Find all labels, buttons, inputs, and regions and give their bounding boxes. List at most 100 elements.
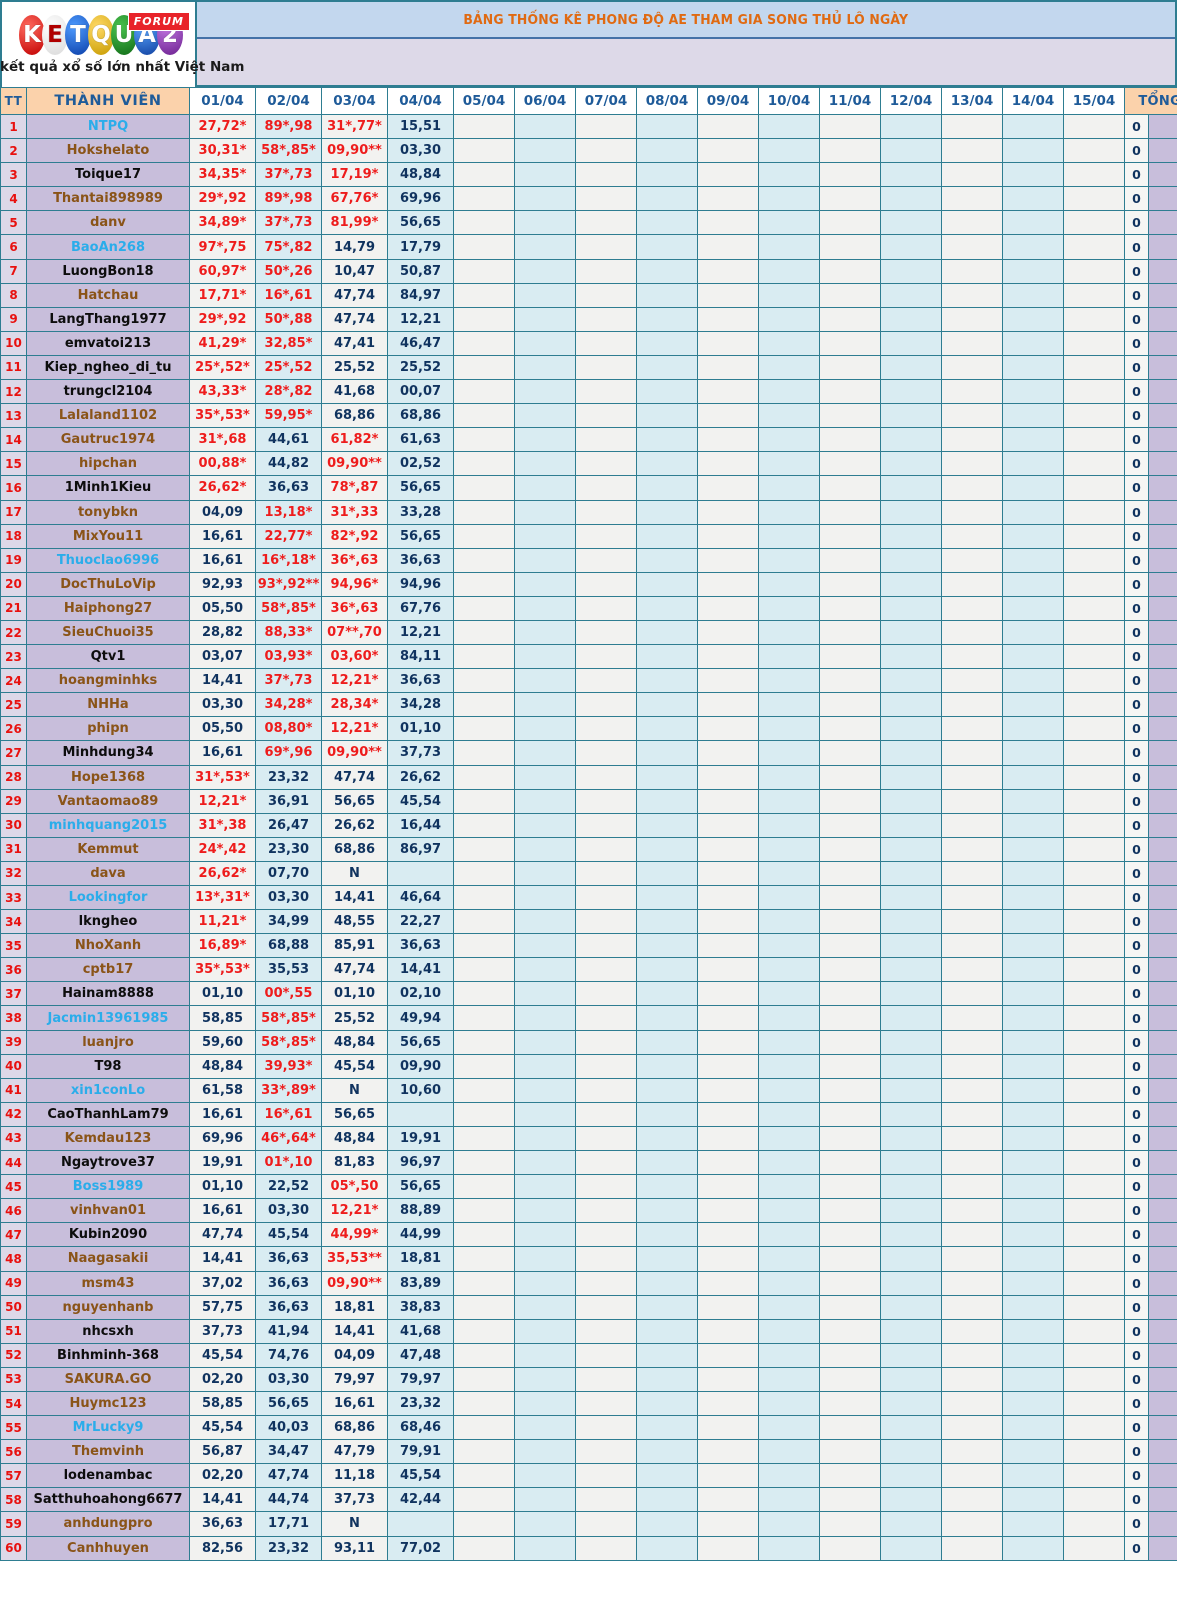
day-cell[interactable] — [1002, 764, 1064, 790]
day-cell[interactable]: 02,10 — [387, 981, 454, 1007]
header-day[interactable]: 03/04 — [321, 87, 388, 115]
day-cell[interactable] — [697, 499, 759, 525]
day-cell[interactable]: 83,89 — [387, 1270, 454, 1296]
day-cell[interactable] — [880, 716, 942, 742]
day-cell[interactable]: 69,96 — [387, 186, 454, 212]
day-cell[interactable] — [453, 1222, 515, 1248]
day-cell[interactable] — [514, 186, 576, 212]
day-cell[interactable] — [636, 1390, 698, 1417]
day-cell[interactable] — [758, 1439, 820, 1465]
day-cell[interactable] — [1063, 619, 1125, 646]
day-cell[interactable] — [514, 1270, 576, 1296]
day-cell[interactable] — [697, 1101, 759, 1127]
day-cell[interactable] — [758, 210, 820, 236]
day-cell[interactable]: 59,60 — [189, 1029, 256, 1055]
day-cell[interactable] — [941, 957, 1003, 983]
day-cell[interactable]: 37*,73 — [255, 668, 322, 694]
day-cell[interactable]: 15,51 — [387, 113, 454, 140]
day-cell[interactable] — [575, 499, 637, 525]
day-cell[interactable] — [514, 668, 576, 694]
day-cell[interactable] — [636, 1053, 698, 1079]
day-cell[interactable]: 14,41 — [321, 1318, 388, 1344]
day-cell[interactable]: 12,21 — [387, 619, 454, 646]
day-cell[interactable]: 61,63 — [387, 427, 454, 453]
day-cell[interactable] — [819, 1222, 881, 1248]
day-cell[interactable] — [941, 113, 1003, 140]
day-cell[interactable] — [941, 330, 1003, 356]
day-cell[interactable]: 81,99* — [321, 210, 388, 236]
day-cell[interactable] — [636, 451, 698, 477]
day-cell[interactable] — [941, 523, 1003, 549]
day-cell[interactable] — [1002, 306, 1064, 332]
day-cell[interactable] — [941, 571, 1003, 597]
day-cell[interactable] — [575, 884, 637, 911]
day-cell[interactable] — [636, 1222, 698, 1248]
day-cell[interactable]: 44,82 — [255, 451, 322, 477]
header-day[interactable]: 15/04 — [1063, 87, 1125, 115]
day-cell[interactable] — [575, 1342, 637, 1368]
day-cell[interactable] — [514, 1077, 576, 1103]
day-cell[interactable] — [514, 306, 576, 332]
member-name[interactable]: Themvinh — [26, 1439, 190, 1465]
day-cell[interactable] — [758, 234, 820, 260]
day-cell[interactable] — [575, 113, 637, 140]
day-cell[interactable] — [1002, 1535, 1064, 1561]
member-name[interactable]: LuongBon18 — [26, 258, 190, 284]
day-cell[interactable]: 44,99* — [321, 1222, 388, 1248]
day-cell[interactable] — [1002, 1053, 1064, 1079]
day-cell[interactable] — [819, 909, 881, 935]
day-cell[interactable] — [880, 1222, 942, 1248]
day-cell[interactable] — [514, 981, 576, 1007]
day-cell[interactable] — [387, 1511, 454, 1537]
day-cell[interactable]: 03,30 — [255, 1198, 322, 1224]
day-cell[interactable]: 97*,75 — [189, 234, 256, 260]
day-cell[interactable] — [941, 1005, 1003, 1031]
day-cell[interactable] — [758, 1198, 820, 1224]
day-cell[interactable] — [1002, 162, 1064, 188]
day-cell[interactable]: 31*,68 — [189, 427, 256, 453]
day-cell[interactable]: 23,32 — [255, 764, 322, 790]
day-cell[interactable]: 03,30 — [189, 692, 256, 718]
member-name[interactable]: tonybkn — [26, 499, 190, 525]
day-cell[interactable] — [453, 162, 515, 188]
day-cell[interactable] — [758, 1294, 820, 1320]
day-cell[interactable] — [697, 113, 759, 140]
day-cell[interactable] — [453, 1005, 515, 1031]
day-cell[interactable]: 47,74 — [321, 764, 388, 790]
day-cell[interactable]: 44,61 — [255, 427, 322, 453]
day-cell[interactable]: 39,93* — [255, 1053, 322, 1079]
day-cell[interactable] — [575, 836, 637, 862]
day-cell[interactable] — [1063, 1439, 1125, 1465]
day-cell[interactable] — [758, 716, 820, 742]
day-cell[interactable]: 94,96 — [387, 571, 454, 597]
day-cell[interactable] — [819, 234, 881, 260]
day-cell[interactable]: 01,10 — [189, 981, 256, 1007]
header-day[interactable]: 12/04 — [880, 87, 942, 115]
day-cell[interactable] — [880, 1390, 942, 1417]
day-cell[interactable] — [697, 523, 759, 549]
day-cell[interactable]: 68,86 — [321, 403, 388, 429]
day-cell[interactable] — [880, 138, 942, 164]
member-name[interactable]: BaoAn268 — [26, 234, 190, 260]
day-cell[interactable] — [758, 1318, 820, 1344]
member-name[interactable]: NTPQ — [26, 113, 190, 140]
day-cell[interactable] — [819, 668, 881, 694]
day-cell[interactable] — [697, 306, 759, 332]
day-cell[interactable]: 35*,53* — [189, 957, 256, 983]
day-cell[interactable]: 28,34* — [321, 692, 388, 718]
day-cell[interactable] — [514, 933, 576, 959]
day-cell[interactable] — [819, 1125, 881, 1152]
day-cell[interactable] — [514, 740, 576, 766]
day-cell[interactable] — [880, 1318, 942, 1344]
day-cell[interactable]: 48,84 — [321, 1125, 388, 1152]
day-cell[interactable]: 22,77* — [255, 523, 322, 549]
member-name[interactable]: trungcl2104 — [26, 379, 190, 405]
day-cell[interactable] — [819, 644, 881, 670]
day-cell[interactable] — [1002, 1150, 1064, 1176]
day-cell[interactable] — [758, 523, 820, 549]
day-cell[interactable] — [941, 1029, 1003, 1055]
day-cell[interactable] — [453, 1487, 515, 1513]
day-cell[interactable] — [880, 451, 942, 477]
day-cell[interactable] — [758, 1511, 820, 1537]
day-cell[interactable]: 35*,53* — [189, 403, 256, 429]
